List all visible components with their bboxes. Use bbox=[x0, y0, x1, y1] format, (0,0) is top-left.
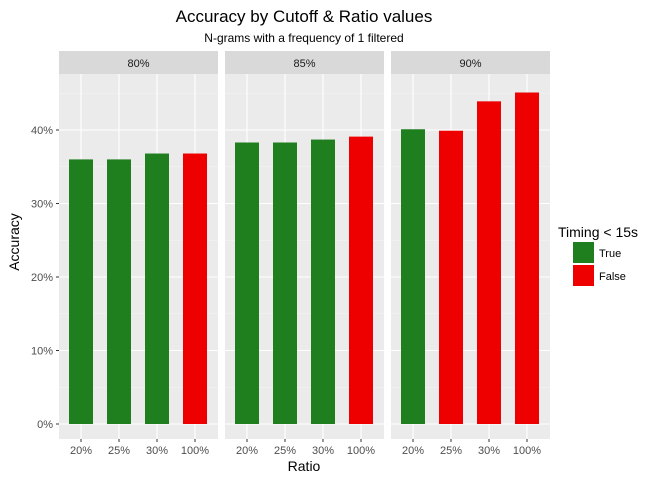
facet-strip-label: 90% bbox=[459, 58, 481, 70]
x-axis-title: Ratio bbox=[288, 458, 321, 474]
x-tick-label: 30% bbox=[146, 445, 168, 457]
x-tick-label: 25% bbox=[440, 445, 462, 457]
y-axis: 0% 10% 20% 30% 40% bbox=[31, 125, 59, 431]
legend-key-false bbox=[573, 265, 594, 286]
bar-85pct-100pct bbox=[349, 136, 373, 425]
chart-subtitle: N-grams with a frequency of 1 filtered bbox=[204, 31, 403, 45]
x-tick-label: 100% bbox=[347, 445, 375, 457]
bar-85pct-30pct bbox=[311, 139, 335, 424]
x-tick-label: 30% bbox=[312, 445, 334, 457]
x-tick-label: 20% bbox=[402, 445, 424, 457]
legend-title: Timing < 15s bbox=[558, 224, 638, 240]
bar-85pct-25pct bbox=[273, 142, 297, 424]
y-tick-label: 10% bbox=[31, 346, 53, 358]
y-tick-label: 0% bbox=[37, 419, 53, 431]
x-tick-label: 100% bbox=[513, 445, 541, 457]
bar-85pct-20pct bbox=[235, 142, 259, 424]
legend-label-false: False bbox=[599, 271, 626, 283]
facet-strip bbox=[391, 51, 550, 74]
bar-80pct-20pct bbox=[69, 159, 93, 424]
x-tick-label: 20% bbox=[70, 445, 92, 457]
y-tick-label: 40% bbox=[31, 125, 53, 137]
x-tick-label: 100% bbox=[181, 445, 209, 457]
facet-strip-label: 85% bbox=[293, 58, 315, 70]
bar-90pct-25pct bbox=[439, 130, 463, 425]
legend: Timing < 15s True False bbox=[558, 224, 638, 286]
bar-90pct-100pct bbox=[515, 92, 539, 424]
bar-80pct-100pct bbox=[183, 153, 207, 424]
bar-90pct-20pct bbox=[401, 129, 425, 424]
facet-strip-label: 80% bbox=[127, 58, 149, 70]
facet-panel-2: 90% 20% 25% 30% 100% bbox=[391, 51, 550, 457]
legend-label-true: True bbox=[599, 248, 621, 260]
bar-80pct-30pct bbox=[145, 153, 169, 424]
x-tick-label: 30% bbox=[478, 445, 500, 457]
y-tick-label: 30% bbox=[31, 199, 53, 211]
legend-key-true bbox=[573, 242, 594, 263]
x-tick-label: 25% bbox=[108, 445, 130, 457]
chart-title: Accuracy by Cutoff & Ratio values bbox=[176, 7, 433, 26]
facet-panel-1: 85% 20% 25% 30% 100% bbox=[225, 51, 384, 457]
facet-panel-0: 80% 20% 25% 30% 100% bbox=[59, 51, 218, 457]
bar-80pct-25pct bbox=[107, 159, 131, 424]
facet-strip bbox=[59, 51, 218, 74]
bar-90pct-30pct bbox=[477, 101, 501, 425]
x-tick-label: 25% bbox=[274, 445, 296, 457]
y-tick-label: 20% bbox=[31, 272, 53, 284]
facet-panels: 80% 20% 25% 30% 100% 85% 20% 25% 30% 100% 90% 20% 25… bbox=[59, 51, 550, 457]
facet-strip bbox=[225, 51, 384, 74]
x-tick-label: 20% bbox=[236, 445, 258, 457]
y-axis-title: Accuracy bbox=[6, 213, 22, 271]
